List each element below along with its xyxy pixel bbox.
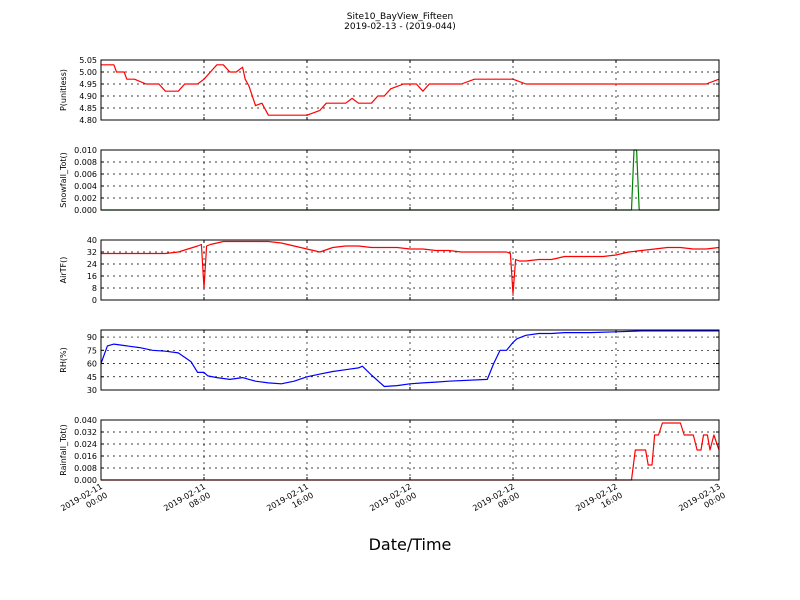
y-tick-label: 75 bbox=[87, 346, 97, 355]
y-tick-label: 0.006 bbox=[74, 170, 97, 179]
y-axis-label: P(unitless) bbox=[59, 69, 68, 111]
y-tick-label: 0 bbox=[92, 296, 97, 305]
y-tick-label: 0.032 bbox=[74, 428, 97, 437]
y-tick-label: 60 bbox=[87, 360, 97, 369]
y-tick-label: 0.024 bbox=[74, 440, 97, 449]
axes-frame bbox=[100, 329, 720, 391]
y-tick-label: 4.90 bbox=[79, 92, 97, 101]
y-tick-label: 0.000 bbox=[74, 206, 97, 215]
series-line bbox=[100, 330, 719, 388]
series-line bbox=[101, 422, 720, 481]
y-tick-label: 0.040 bbox=[74, 416, 97, 425]
y-tick-label: 40 bbox=[87, 236, 97, 245]
subplot-4: 30 45 60 75 90 RH(%) bbox=[59, 329, 720, 395]
series-line bbox=[101, 240, 720, 295]
y-tick-label: 5.05 bbox=[79, 56, 97, 65]
y-tick-label: 0.010 bbox=[74, 146, 97, 155]
y-tick-label: 24 bbox=[87, 260, 97, 269]
y-tick-label: 0.004 bbox=[74, 182, 97, 191]
y-tick-label: 45 bbox=[87, 373, 97, 382]
y-tick-label: 8 bbox=[92, 284, 97, 293]
y-axis-label: AirTF() bbox=[59, 257, 68, 284]
subplot-stack: 4.80 4.85 4.90 4.95 5.00 5.05 P(unitless) 0.000… bbox=[59, 56, 720, 485]
y-tick-label: 0.016 bbox=[74, 452, 97, 461]
chart-title-line1: Site10_BayView_Fifteen bbox=[347, 12, 453, 22]
x-tick-label: 2019-02-1100:00 bbox=[59, 482, 109, 522]
y-tick-label: 0.008 bbox=[74, 158, 97, 167]
y-axis-label: Rainfall_Tot() bbox=[59, 424, 68, 476]
axes-frame bbox=[100, 239, 720, 301]
axes-frame bbox=[100, 419, 720, 481]
x-axis-label: Date/Time bbox=[369, 535, 452, 554]
series-line bbox=[101, 64, 720, 116]
subplot-5: 0.000 0.008 0.016 0.024 0.032 0.040 Rainfall_T… bbox=[59, 416, 720, 485]
y-axis-label: Snowfall_Tot() bbox=[59, 152, 68, 208]
y-tick-label: 4.85 bbox=[79, 104, 97, 113]
y-tick-label: 0.008 bbox=[74, 464, 97, 473]
chart-title-line2: 2019-02-13 - (2019-044) bbox=[344, 22, 456, 32]
x-tick-label: 2019-02-1108:00 bbox=[162, 482, 212, 522]
y-tick-label: 0.000 bbox=[74, 476, 97, 485]
y-tick-label: 30 bbox=[87, 386, 97, 395]
y-tick-label: 90 bbox=[87, 333, 97, 342]
x-tick-label: 2019-02-1300:00 bbox=[677, 482, 727, 522]
y-tick-label: 0.002 bbox=[74, 194, 97, 203]
y-tick-label: 32 bbox=[87, 248, 97, 257]
subplot-2: 0.000 0.002 0.004 0.006 0.008 0.010 Snowfall_T… bbox=[59, 146, 720, 215]
x-tick-label: 2019-02-1116:00 bbox=[265, 482, 315, 522]
y-tick-label: 4.80 bbox=[79, 116, 97, 125]
y-tick-label: 5.00 bbox=[79, 68, 97, 77]
x-axis-tick-labels: 2019-02-1100:00 2019-02-1108:00 2019-02-11… bbox=[59, 482, 727, 522]
y-tick-label: 16 bbox=[87, 272, 97, 281]
subplot-3: 0 8 16 24 32 40 AirTF() bbox=[59, 236, 720, 305]
x-tick-label: 2019-02-1200:00 bbox=[368, 482, 418, 522]
subplot-1: 4.80 4.85 4.90 4.95 5.00 5.05 P(unitless) bbox=[59, 56, 720, 125]
x-tick-label: 2019-02-1208:00 bbox=[471, 482, 521, 522]
axes-frame bbox=[100, 59, 720, 121]
x-tick-label: 2019-02-1216:00 bbox=[574, 482, 624, 522]
axes-frame bbox=[100, 149, 720, 211]
y-tick-label: 4.95 bbox=[79, 80, 97, 89]
y-axis-label: RH(%) bbox=[59, 347, 68, 372]
